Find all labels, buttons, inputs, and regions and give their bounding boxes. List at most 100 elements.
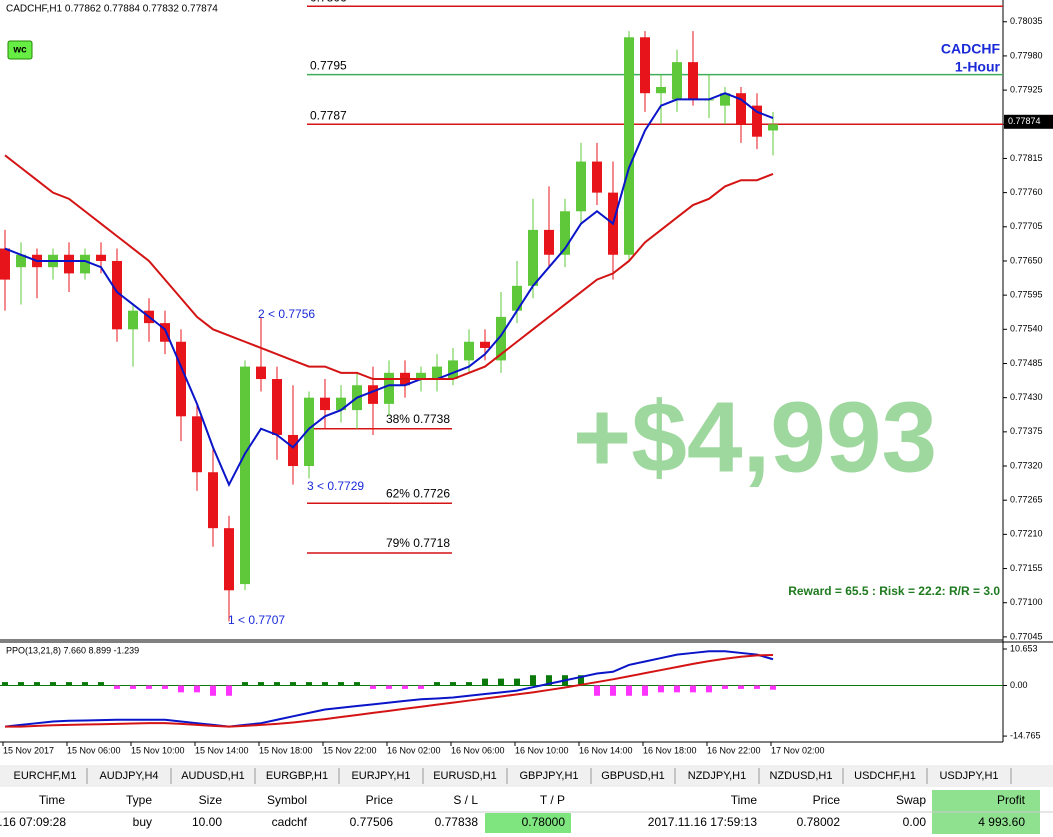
histogram-bar bbox=[210, 685, 216, 696]
tab[interactable]: GBPUSD,H1 bbox=[601, 770, 665, 782]
tab[interactable]: AUDUSD,H1 bbox=[181, 770, 245, 782]
candle-body bbox=[656, 86, 666, 94]
histogram-bar bbox=[514, 678, 520, 686]
price-line-label: 0.7795 bbox=[310, 59, 347, 73]
chart-header: CADCHF,H1 0.77862 0.77884 0.77832 0.7787… bbox=[6, 4, 218, 15]
y-tick-label: 0.77265 bbox=[1010, 495, 1043, 505]
y-tick-label: 0.77760 bbox=[1010, 187, 1043, 197]
histogram-bar bbox=[402, 685, 408, 689]
table-cell: cadchf bbox=[272, 815, 308, 829]
x-tick-label: 16 Nov 18:00 bbox=[643, 745, 697, 755]
candle-body bbox=[432, 366, 442, 380]
table-cell: buy bbox=[133, 815, 152, 829]
table-cell: 0.77838 bbox=[435, 815, 479, 829]
histogram-bar bbox=[130, 685, 136, 689]
histogram-bar bbox=[338, 682, 344, 686]
badge-text: wc bbox=[12, 45, 27, 56]
histogram-bar bbox=[642, 685, 648, 696]
histogram-bar bbox=[18, 682, 24, 686]
histogram-bar bbox=[706, 685, 712, 693]
y-tick-label: 0.77320 bbox=[1010, 460, 1043, 470]
candle-body bbox=[16, 254, 26, 268]
indicator-line bbox=[4, 650, 774, 728]
y-tick-label: 0.77155 bbox=[1010, 563, 1043, 573]
histogram-bar bbox=[34, 682, 40, 686]
x-tick-label: 15 Nov 18:00 bbox=[259, 745, 313, 755]
column-header: Time bbox=[39, 793, 66, 807]
x-tick-label: 15 Nov 22:00 bbox=[323, 745, 377, 755]
x-tick-label: 16 Nov 06:00 bbox=[451, 745, 505, 755]
price-tag bbox=[1004, 114, 1053, 129]
tab[interactable]: NZDUSD,H1 bbox=[770, 770, 833, 782]
histogram-bar bbox=[178, 685, 184, 693]
candle-body bbox=[448, 360, 458, 380]
histogram-bar bbox=[162, 685, 168, 689]
histogram-bar bbox=[242, 682, 248, 686]
candle-body bbox=[208, 472, 218, 529]
rr-text: Reward = 65.5 : Risk = 22.2: R/R = 3.0 bbox=[788, 584, 1000, 598]
histogram-bar bbox=[66, 682, 72, 686]
x-tick-label: 17 Nov 02:00 bbox=[771, 745, 825, 755]
x-tick-label: 15 Nov 06:00 bbox=[67, 745, 121, 755]
column-header: S / L bbox=[453, 793, 478, 807]
candle-body bbox=[672, 62, 682, 100]
tab[interactable]: USDCHF,H1 bbox=[854, 770, 916, 782]
candle-body bbox=[224, 528, 234, 591]
histogram-bar bbox=[530, 675, 536, 686]
candle-body bbox=[464, 341, 474, 361]
y-tick-label: 0.77925 bbox=[1010, 84, 1043, 94]
profit-overlay: +$4,993 bbox=[573, 381, 937, 493]
y-tick-label: 0.77595 bbox=[1010, 290, 1043, 300]
histogram-bar bbox=[594, 685, 600, 696]
column-header: T / P bbox=[540, 793, 565, 807]
candle-body bbox=[688, 62, 698, 100]
y-tick-label: 0.77650 bbox=[1010, 255, 1043, 265]
candle-body bbox=[624, 37, 634, 255]
candle-body bbox=[640, 37, 650, 94]
swing-label: 2 < 0.7756 bbox=[258, 307, 315, 321]
y-tick-label: -14.765 bbox=[1010, 730, 1041, 740]
histogram-bar bbox=[386, 685, 392, 689]
candle-body bbox=[560, 211, 570, 255]
candle-body bbox=[320, 397, 330, 411]
y-tick-label: 0.77375 bbox=[1010, 426, 1043, 436]
tab[interactable]: NZDJPY,H1 bbox=[688, 770, 746, 782]
tab[interactable]: EURGBP,H1 bbox=[266, 770, 328, 782]
candle-body bbox=[128, 310, 138, 330]
histogram-bar bbox=[466, 682, 472, 686]
candle-body bbox=[176, 341, 186, 417]
price-line-label: 0.7787 bbox=[310, 108, 347, 122]
tab[interactable]: AUDJPY,H4 bbox=[99, 770, 158, 782]
table-cell: 0.78002 bbox=[797, 815, 841, 829]
timeframe-label: 1-Hour bbox=[955, 59, 1001, 75]
table-cell: 2017.11.16 17:59:13 bbox=[648, 815, 758, 829]
tab[interactable]: EURCHF,M1 bbox=[14, 770, 77, 782]
histogram-bar bbox=[722, 685, 728, 689]
candle-body bbox=[112, 260, 122, 330]
candle-body bbox=[576, 161, 586, 212]
histogram-bar bbox=[578, 675, 584, 686]
y-tick-label: 0.00 bbox=[1010, 680, 1028, 690]
moving-average bbox=[4, 92, 774, 488]
histogram-bar bbox=[258, 682, 264, 686]
candle-body bbox=[544, 229, 554, 255]
column-header: Swap bbox=[896, 793, 926, 807]
candle-body bbox=[368, 385, 378, 404]
y-tick-label: 0.77705 bbox=[1010, 221, 1043, 231]
candle-body bbox=[480, 341, 490, 348]
tab[interactable]: EURJPY,H1 bbox=[351, 770, 410, 782]
histogram-bar bbox=[434, 682, 440, 686]
histogram-bar bbox=[498, 678, 504, 686]
y-tick-label: 0.77045 bbox=[1010, 631, 1043, 641]
histogram-bar bbox=[98, 682, 104, 686]
candle-body bbox=[736, 93, 746, 125]
x-tick-label: 16 Nov 10:00 bbox=[515, 745, 569, 755]
y-tick-label: 0.78035 bbox=[1010, 16, 1043, 26]
tab[interactable]: USDJPY,H1 bbox=[939, 770, 998, 782]
candle-body bbox=[272, 379, 282, 435]
tab[interactable]: GBPJPY,H1 bbox=[519, 770, 578, 782]
candle-body bbox=[240, 366, 250, 585]
histogram-bar bbox=[354, 682, 360, 686]
chart-layer: 0.780350.779800.779250.778700.778150.777… bbox=[0, 0, 1053, 755]
tab[interactable]: EURUSD,H1 bbox=[433, 770, 497, 782]
